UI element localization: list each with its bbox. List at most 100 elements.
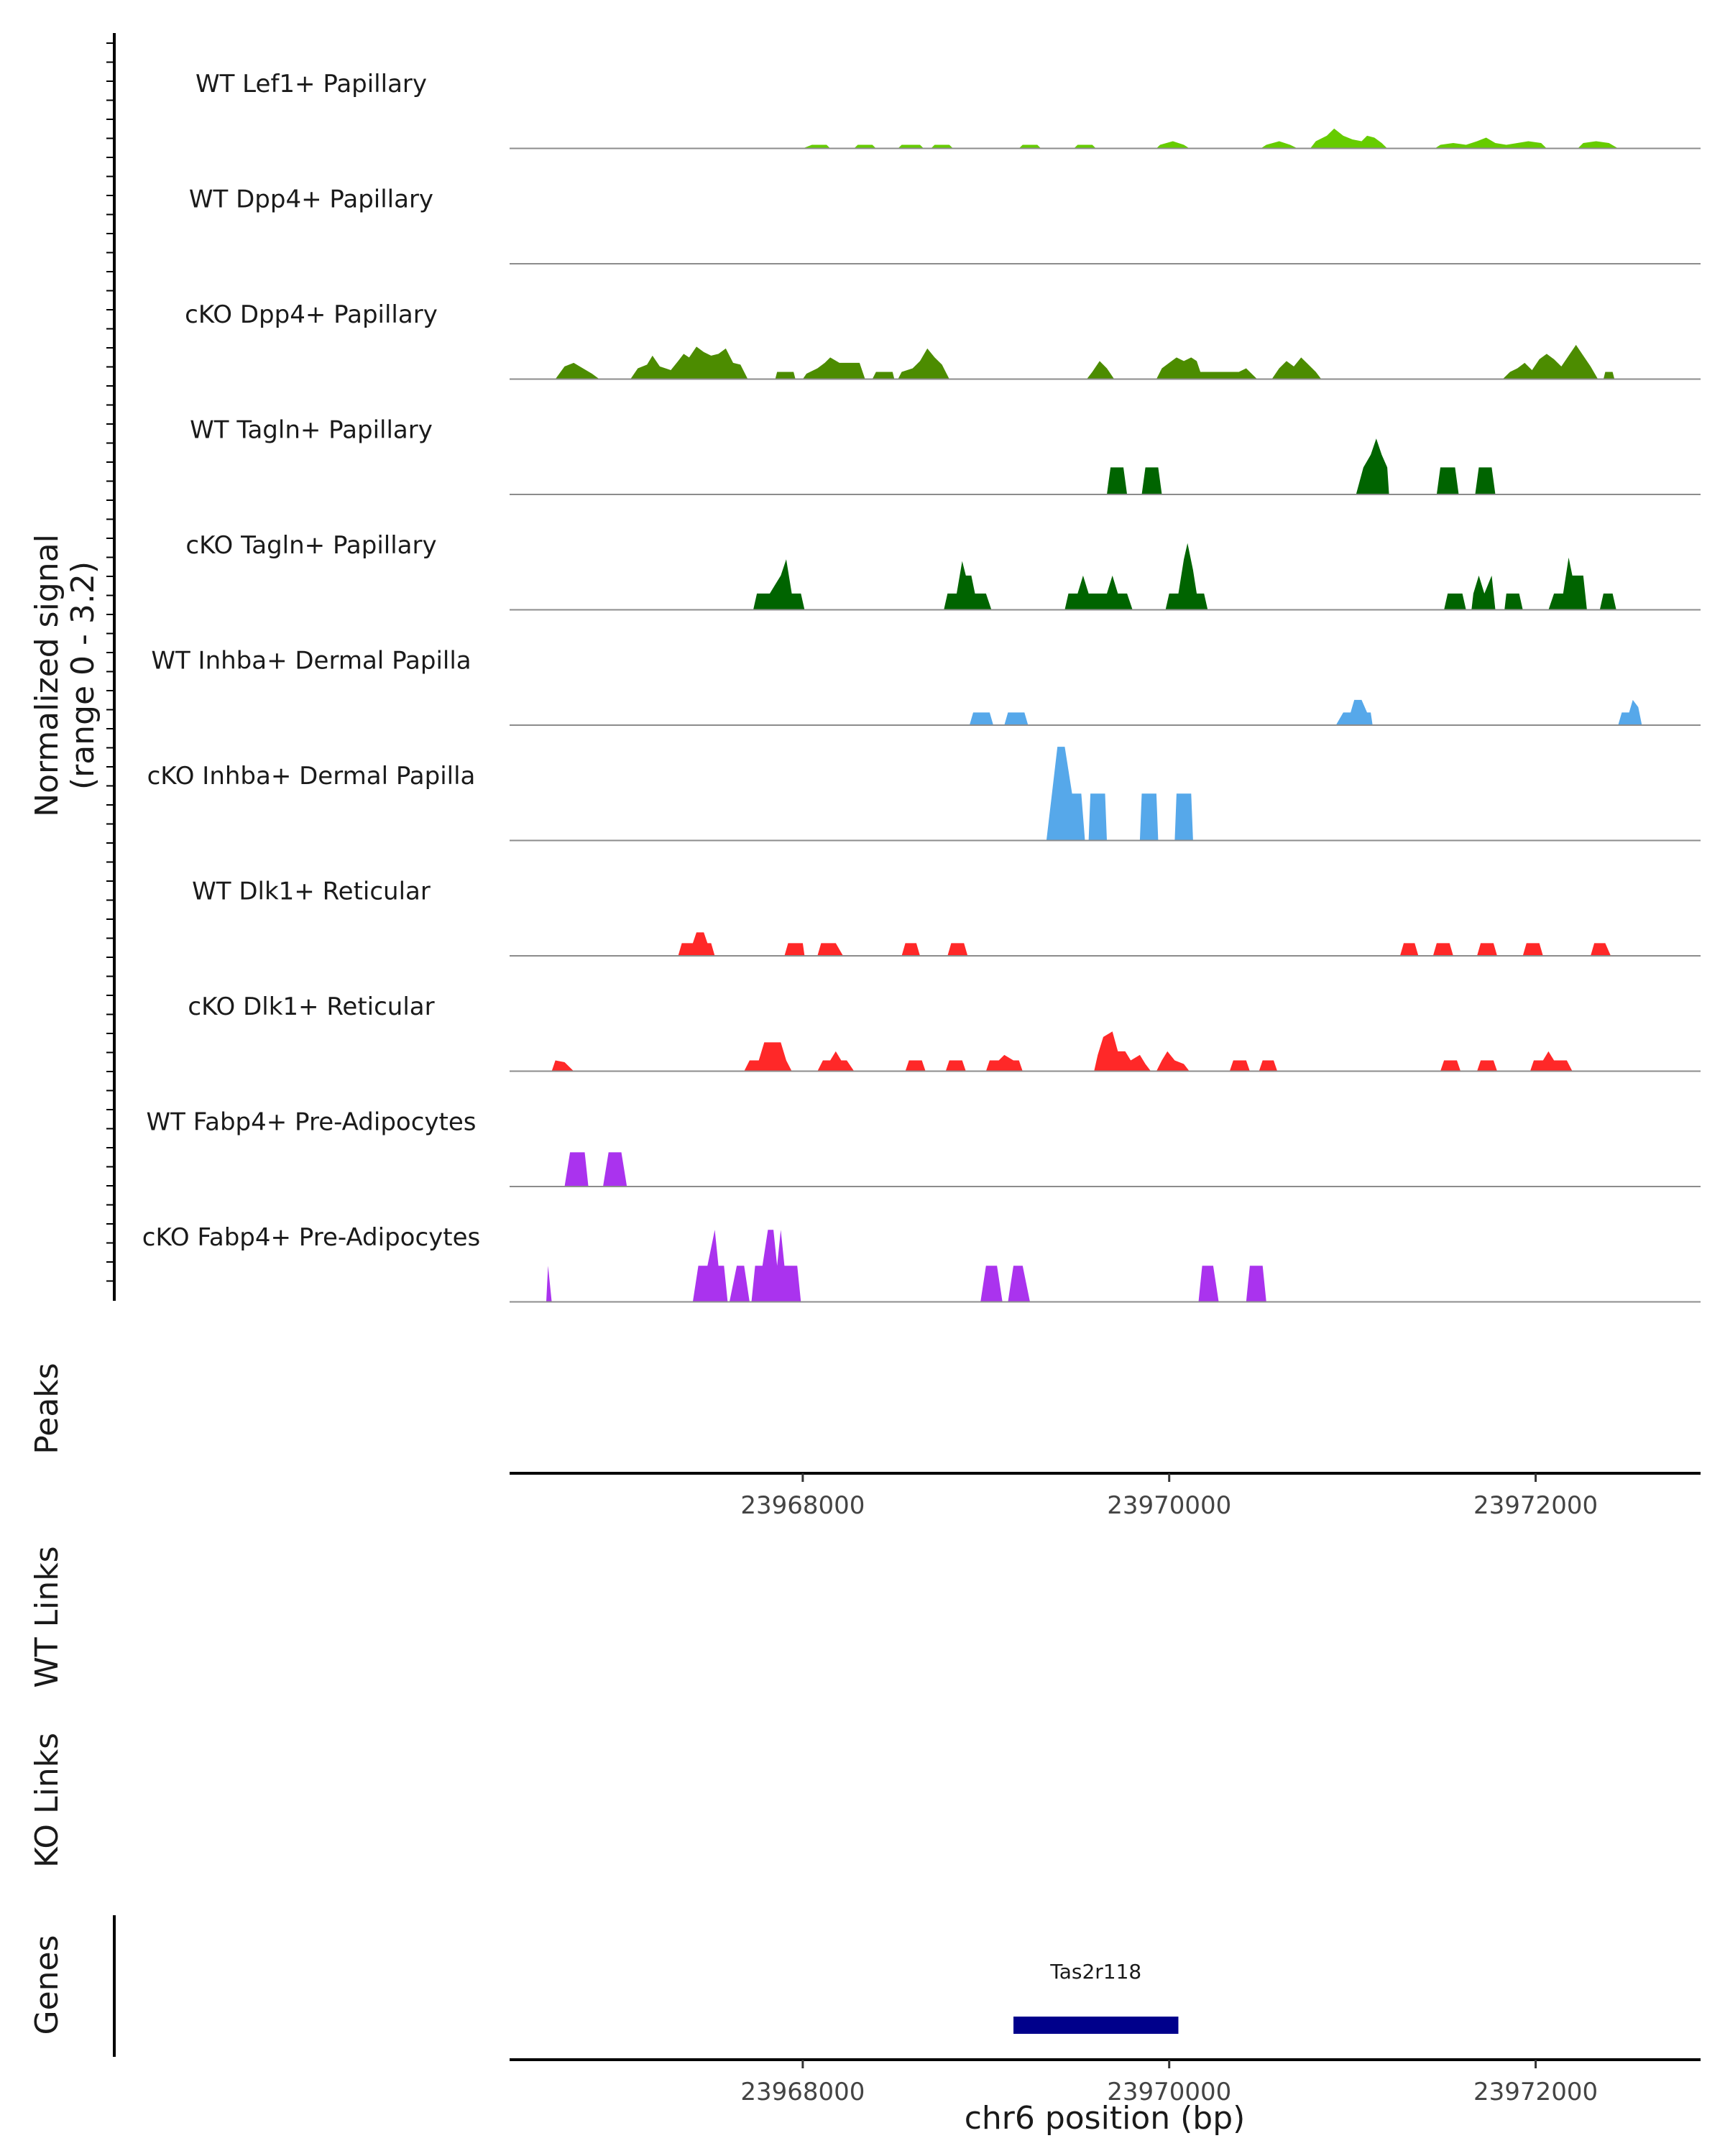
- x-axis-tick-label: 23970000: [1107, 1491, 1231, 1520]
- track-9: cKO Dlk1+ Reticular: [188, 992, 1701, 1072]
- coverage-peak: [1504, 593, 1523, 610]
- coverage-peak: [1156, 141, 1190, 149]
- coverage-peak: [905, 1060, 926, 1072]
- track-label: WT Fabp4+ Pre-Adipocytes: [147, 1108, 477, 1137]
- peaks-x-axis-ticks: 23968000 23970000 23972000: [740, 1473, 1598, 1520]
- coverage-peak: [729, 1266, 750, 1302]
- coverage-peak: [1477, 943, 1497, 956]
- coverage-peak: [1335, 699, 1373, 725]
- track-label: cKO Dlk1+ Reticular: [188, 992, 434, 1021]
- track-7: cKO Inhba+ Dermal Papilla: [147, 747, 1701, 842]
- peaks-panel-title: Peaks: [29, 1363, 65, 1454]
- coverage-peak: [1087, 361, 1115, 379]
- coverage-peak: [898, 348, 949, 379]
- genes-panel-title: Genes: [29, 1935, 65, 2035]
- signal-axis-title: Normalized signal: [29, 534, 65, 817]
- x-axis-tick-label: 23972000: [1473, 1491, 1598, 1520]
- coverage-peak: [1259, 1060, 1278, 1072]
- coverage-peak: [1198, 1266, 1219, 1302]
- coverage-peak: [1599, 593, 1616, 610]
- coverage-peak: [555, 362, 599, 379]
- coverage-peak: [753, 559, 805, 610]
- coverage-peak: [1156, 1051, 1190, 1072]
- x-axis-tick-label: 23972000: [1473, 2078, 1598, 2106]
- coverage-peak: [1310, 128, 1388, 149]
- coverage-peak: [564, 1152, 589, 1187]
- track-5: cKO Tagln+ Papillary: [185, 531, 1701, 611]
- track-label: cKO Fabp4+ Pre-Adipocytes: [142, 1223, 481, 1252]
- coverage-peak: [784, 943, 805, 956]
- coverage-peak: [944, 561, 992, 610]
- coverage-peak: [692, 1230, 728, 1302]
- coverage-peak: [744, 1042, 792, 1072]
- genes-x-axis-ticks: 23968000 23970000 23972000: [740, 2060, 1598, 2106]
- wt-links-panel-title: WT Links: [29, 1546, 65, 1687]
- coverage-peak: [1271, 357, 1322, 379]
- coverage-peak: [751, 1230, 801, 1302]
- coverage-peak: [551, 1060, 574, 1072]
- coverage-peak: [1246, 1266, 1266, 1302]
- coverage-peak: [1064, 575, 1133, 610]
- ko-links-panel-title: KO Links: [29, 1733, 65, 1868]
- coverage-tracks: WT Lef1+ Papillary WT Dpp4+ Papillary cKO …: [142, 70, 1701, 1303]
- coverage-peak: [1475, 467, 1496, 494]
- coverage-peak: [1440, 1060, 1461, 1072]
- coverage-peak: [1530, 1051, 1573, 1072]
- track-8: WT Dlk1+ Reticular: [192, 877, 1701, 957]
- coverage-peak: [1356, 438, 1389, 494]
- coverage-peak: [1229, 1060, 1250, 1072]
- coverage-peak: [1088, 793, 1107, 841]
- coverage-peak: [969, 712, 993, 725]
- coverage-peak: [546, 1266, 552, 1302]
- coverage-peak: [1432, 943, 1453, 956]
- x-axis-tick-label: 23968000: [740, 1491, 865, 1520]
- coverage-peak: [1046, 747, 1085, 841]
- coverage-peak: [1141, 467, 1162, 494]
- track-label: WT Inhba+ Dermal Papilla: [151, 647, 471, 676]
- coverage-peak: [947, 943, 968, 956]
- signal-axis-range-label: (range 0 - 3.2): [65, 561, 101, 790]
- track-label: cKO Dpp4+ Papillary: [185, 300, 438, 329]
- coverage-peak: [630, 346, 748, 379]
- coverage-peak: [1444, 593, 1466, 610]
- gene-label: Tas2r118: [1049, 1960, 1141, 1984]
- coverage-peak: [1435, 137, 1547, 149]
- track-2: WT Dpp4+ Papillary: [189, 185, 1701, 264]
- track-3: cKO Dpp4+ Papillary: [185, 300, 1701, 380]
- track-10: WT Fabp4+ Pre-Adipocytes: [147, 1108, 1701, 1187]
- coverage-peak: [1591, 943, 1611, 956]
- coverage-peak: [1548, 557, 1587, 610]
- track-label: cKO Inhba+ Dermal Papilla: [147, 762, 476, 791]
- coverage-peak: [1502, 344, 1598, 379]
- coverage-peak: [1094, 1031, 1151, 1072]
- coverage-peak: [931, 144, 953, 149]
- coverage-peak: [1174, 793, 1193, 841]
- coverage-peak: [1603, 372, 1615, 379]
- coverage-peak: [775, 372, 796, 379]
- coverage-peak: [872, 372, 895, 379]
- coverage-peak: [1261, 141, 1298, 149]
- coverage-peak: [985, 1054, 1023, 1072]
- coverage-peak: [1156, 357, 1258, 379]
- x-axis-tick-label: 23970000: [1107, 2078, 1231, 2106]
- coverage-peak: [1008, 1266, 1030, 1302]
- coverage-peak: [678, 932, 715, 956]
- coverage-peak: [603, 1152, 627, 1187]
- track-label: WT Lef1+ Papillary: [196, 70, 427, 98]
- coverage-peak: [1522, 943, 1543, 956]
- track-6: WT Inhba+ Dermal Papilla: [151, 647, 1701, 726]
- track-label: WT Tagln+ Papillary: [190, 416, 433, 445]
- coverage-peak: [1074, 144, 1096, 149]
- coverage-peak: [980, 1266, 1003, 1302]
- track-label: cKO Tagln+ Papillary: [185, 531, 436, 560]
- coverage-peak: [802, 144, 831, 149]
- coverage-peak: [1107, 467, 1128, 494]
- track-1: WT Lef1+ Papillary: [196, 70, 1701, 149]
- coverage-peak: [1165, 543, 1208, 610]
- coverage-peak: [1471, 575, 1496, 610]
- track-label: WT Dlk1+ Reticular: [192, 877, 431, 906]
- coverage-peak: [1436, 467, 1459, 494]
- track-4: WT Tagln+ Papillary: [190, 416, 1701, 495]
- coverage-peak: [817, 943, 843, 956]
